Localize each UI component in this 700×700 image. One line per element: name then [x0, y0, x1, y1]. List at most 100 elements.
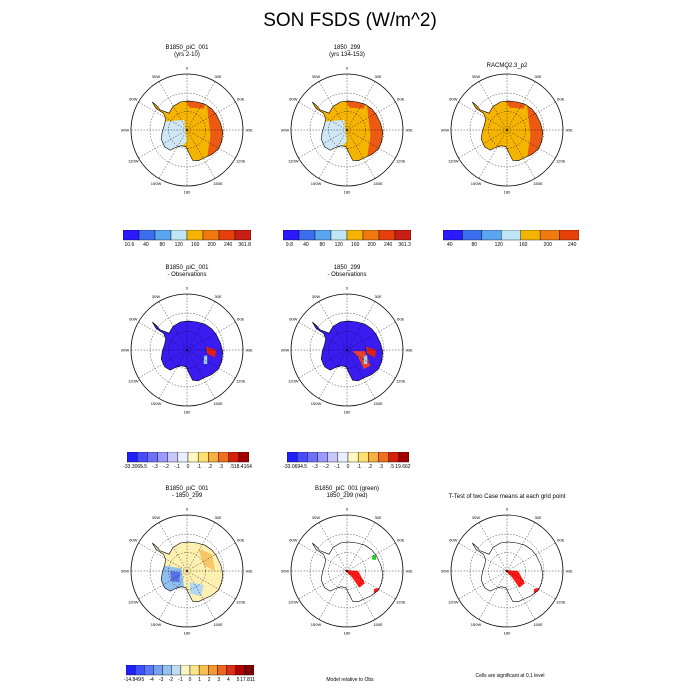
- meridian-line: [158, 570, 188, 620]
- colorbar-swatch: [501, 229, 521, 241]
- colorbar-swatches: [282, 229, 412, 241]
- longitude-label: 30E: [534, 515, 541, 520]
- colorbar-swatch: [147, 451, 158, 463]
- colorbar-tick-label: -.2: [163, 464, 169, 470]
- colorbar-tick-label: 0: [346, 464, 350, 470]
- longitude-label: 120W: [448, 159, 459, 164]
- longitude-label: 0: [506, 507, 509, 512]
- longitude-label: 90W: [121, 569, 129, 574]
- longitude-label: 30W: [152, 515, 160, 520]
- coastline: [472, 100, 544, 162]
- longitude-label: 30E: [214, 294, 221, 299]
- colorbar-swatch: [357, 451, 369, 463]
- longitude-label: 90W: [441, 569, 449, 574]
- polar-map: 0 30E 60E 90E 120E 150E 180 150W 120W 90W 60W 30W: [121, 286, 253, 415]
- polar-map: 0 30E 60E 90E 120E 150E 180 150W 120W 90W 60W 30W: [121, 507, 253, 636]
- colorbar-case2: 9.8 40 80 120 160 200 240 361.3: [282, 228, 412, 248]
- colorbar-tick-label: 40: [143, 242, 149, 248]
- bias-hotspot: [366, 346, 377, 358]
- meridian-line: [186, 301, 216, 351]
- latitude-circle: [328, 111, 366, 149]
- map-border-circle: [130, 514, 244, 628]
- colorbar-swatch: [180, 664, 191, 676]
- meridian-line: [298, 321, 348, 351]
- colorbar-swatch: [126, 451, 138, 463]
- colorbar-tick-label: 40: [303, 242, 309, 248]
- longitude-label: 60W: [289, 538, 297, 543]
- longitude-label: 30W: [152, 294, 160, 299]
- meridian-line: [158, 129, 188, 179]
- meridian-line: [138, 349, 188, 379]
- colorbar-swatch: [286, 451, 298, 463]
- meridian-line: [346, 522, 376, 572]
- colorbar-swatch: [317, 451, 328, 463]
- longitude-label: 30W: [312, 74, 320, 79]
- colorbar-swatch: [481, 229, 502, 241]
- meridian-line: [298, 542, 348, 572]
- colorbar-case2-bias: -33.0694 -.5 -.3 -.2 -.1 0 .1 .2 .3 .5 19.662: [283, 450, 411, 470]
- colorbar-swatch: [208, 451, 219, 463]
- meridian-line: [506, 570, 556, 600]
- meridian-line: [346, 542, 396, 572]
- colorbar-swatch: [153, 664, 163, 676]
- polar-map: 0 30E 60E 90E 120E 150E 180 150W 120W 90W 60W 30W: [441, 66, 573, 195]
- meridian-line: [186, 570, 236, 600]
- longitude-label: 120W: [448, 600, 459, 605]
- meridian-line: [138, 570, 188, 600]
- longitude-label: 30W: [472, 515, 480, 520]
- longitude-label: 30W: [312, 294, 320, 299]
- longitude-label: 120W: [288, 159, 299, 164]
- ice-shelf-region: [319, 119, 347, 153]
- latitude-circle: [309, 533, 385, 609]
- longitude-label: 60W: [289, 97, 297, 102]
- colorbar-swatch: [189, 664, 200, 676]
- colorbar-swatch: [134, 664, 145, 676]
- longitude-label: 30W: [152, 74, 160, 79]
- longitude-label: 0: [346, 66, 349, 71]
- colorbar-tick-label: -.5: [301, 464, 307, 470]
- colorbar-swatch: [388, 451, 400, 463]
- colorbar-swatch: [208, 664, 218, 676]
- colorbar-swatch: [378, 229, 396, 241]
- colorbar-tick-label: 361.8: [238, 242, 251, 248]
- meridian-line: [458, 101, 508, 131]
- longitude-label: 120E: [236, 159, 246, 164]
- meridian-line: [346, 321, 396, 351]
- meridian-line: [346, 129, 396, 159]
- colorbar-case1-bias: -33.3065 -.5 -.3 -.2 -.1 0 .1 .2 .3 .5 18.4164: [123, 450, 252, 470]
- meridian-line: [346, 349, 376, 399]
- longitude-label: 60W: [449, 97, 457, 102]
- longitude-label: 0: [346, 286, 349, 291]
- panel-case2-bias: 1850_299 - Observations 0 30E 60E 90E 120E 15…: [277, 265, 417, 440]
- colorbar-tick-label: 2: [207, 677, 211, 683]
- longitude-label: 150E: [533, 622, 543, 627]
- longitude-label: 180: [504, 190, 511, 195]
- longitude-label: 120E: [556, 600, 566, 605]
- longitude-label: 30E: [374, 294, 381, 299]
- longitude-label: 60E: [557, 538, 564, 543]
- longitude-label: 90W: [281, 348, 289, 353]
- meridian-line: [158, 81, 188, 131]
- colorbar-case1: 10.6 40 80 120 160 200 240 361.8: [122, 228, 252, 248]
- meridian-line: [318, 129, 348, 179]
- coastline: [152, 541, 224, 603]
- colorbar-swatch: [186, 229, 204, 241]
- longitude-label: 120E: [396, 379, 406, 384]
- longitude-label: 60E: [237, 317, 244, 322]
- latitude-circle: [168, 111, 206, 149]
- panel-title-line1: B1850_piC_001: [165, 45, 209, 51]
- longitude-label: 0: [506, 66, 509, 71]
- coastline: [152, 320, 224, 382]
- colorbar-tick-label: 80: [159, 242, 166, 248]
- positive-difference: [198, 548, 215, 571]
- colorbar-swatch: [235, 664, 246, 676]
- map-border-circle: [450, 73, 564, 187]
- longitude-label: 0: [186, 66, 189, 71]
- bias-patch: [363, 355, 368, 364]
- colorbar-tick-label: 120: [174, 242, 183, 248]
- colorbar-tick-label: .3: [378, 464, 384, 470]
- meridian-line: [458, 570, 508, 600]
- longitude-label: 150E: [213, 181, 223, 186]
- colorbar-swatch: [136, 451, 148, 463]
- meridian-line: [298, 101, 348, 131]
